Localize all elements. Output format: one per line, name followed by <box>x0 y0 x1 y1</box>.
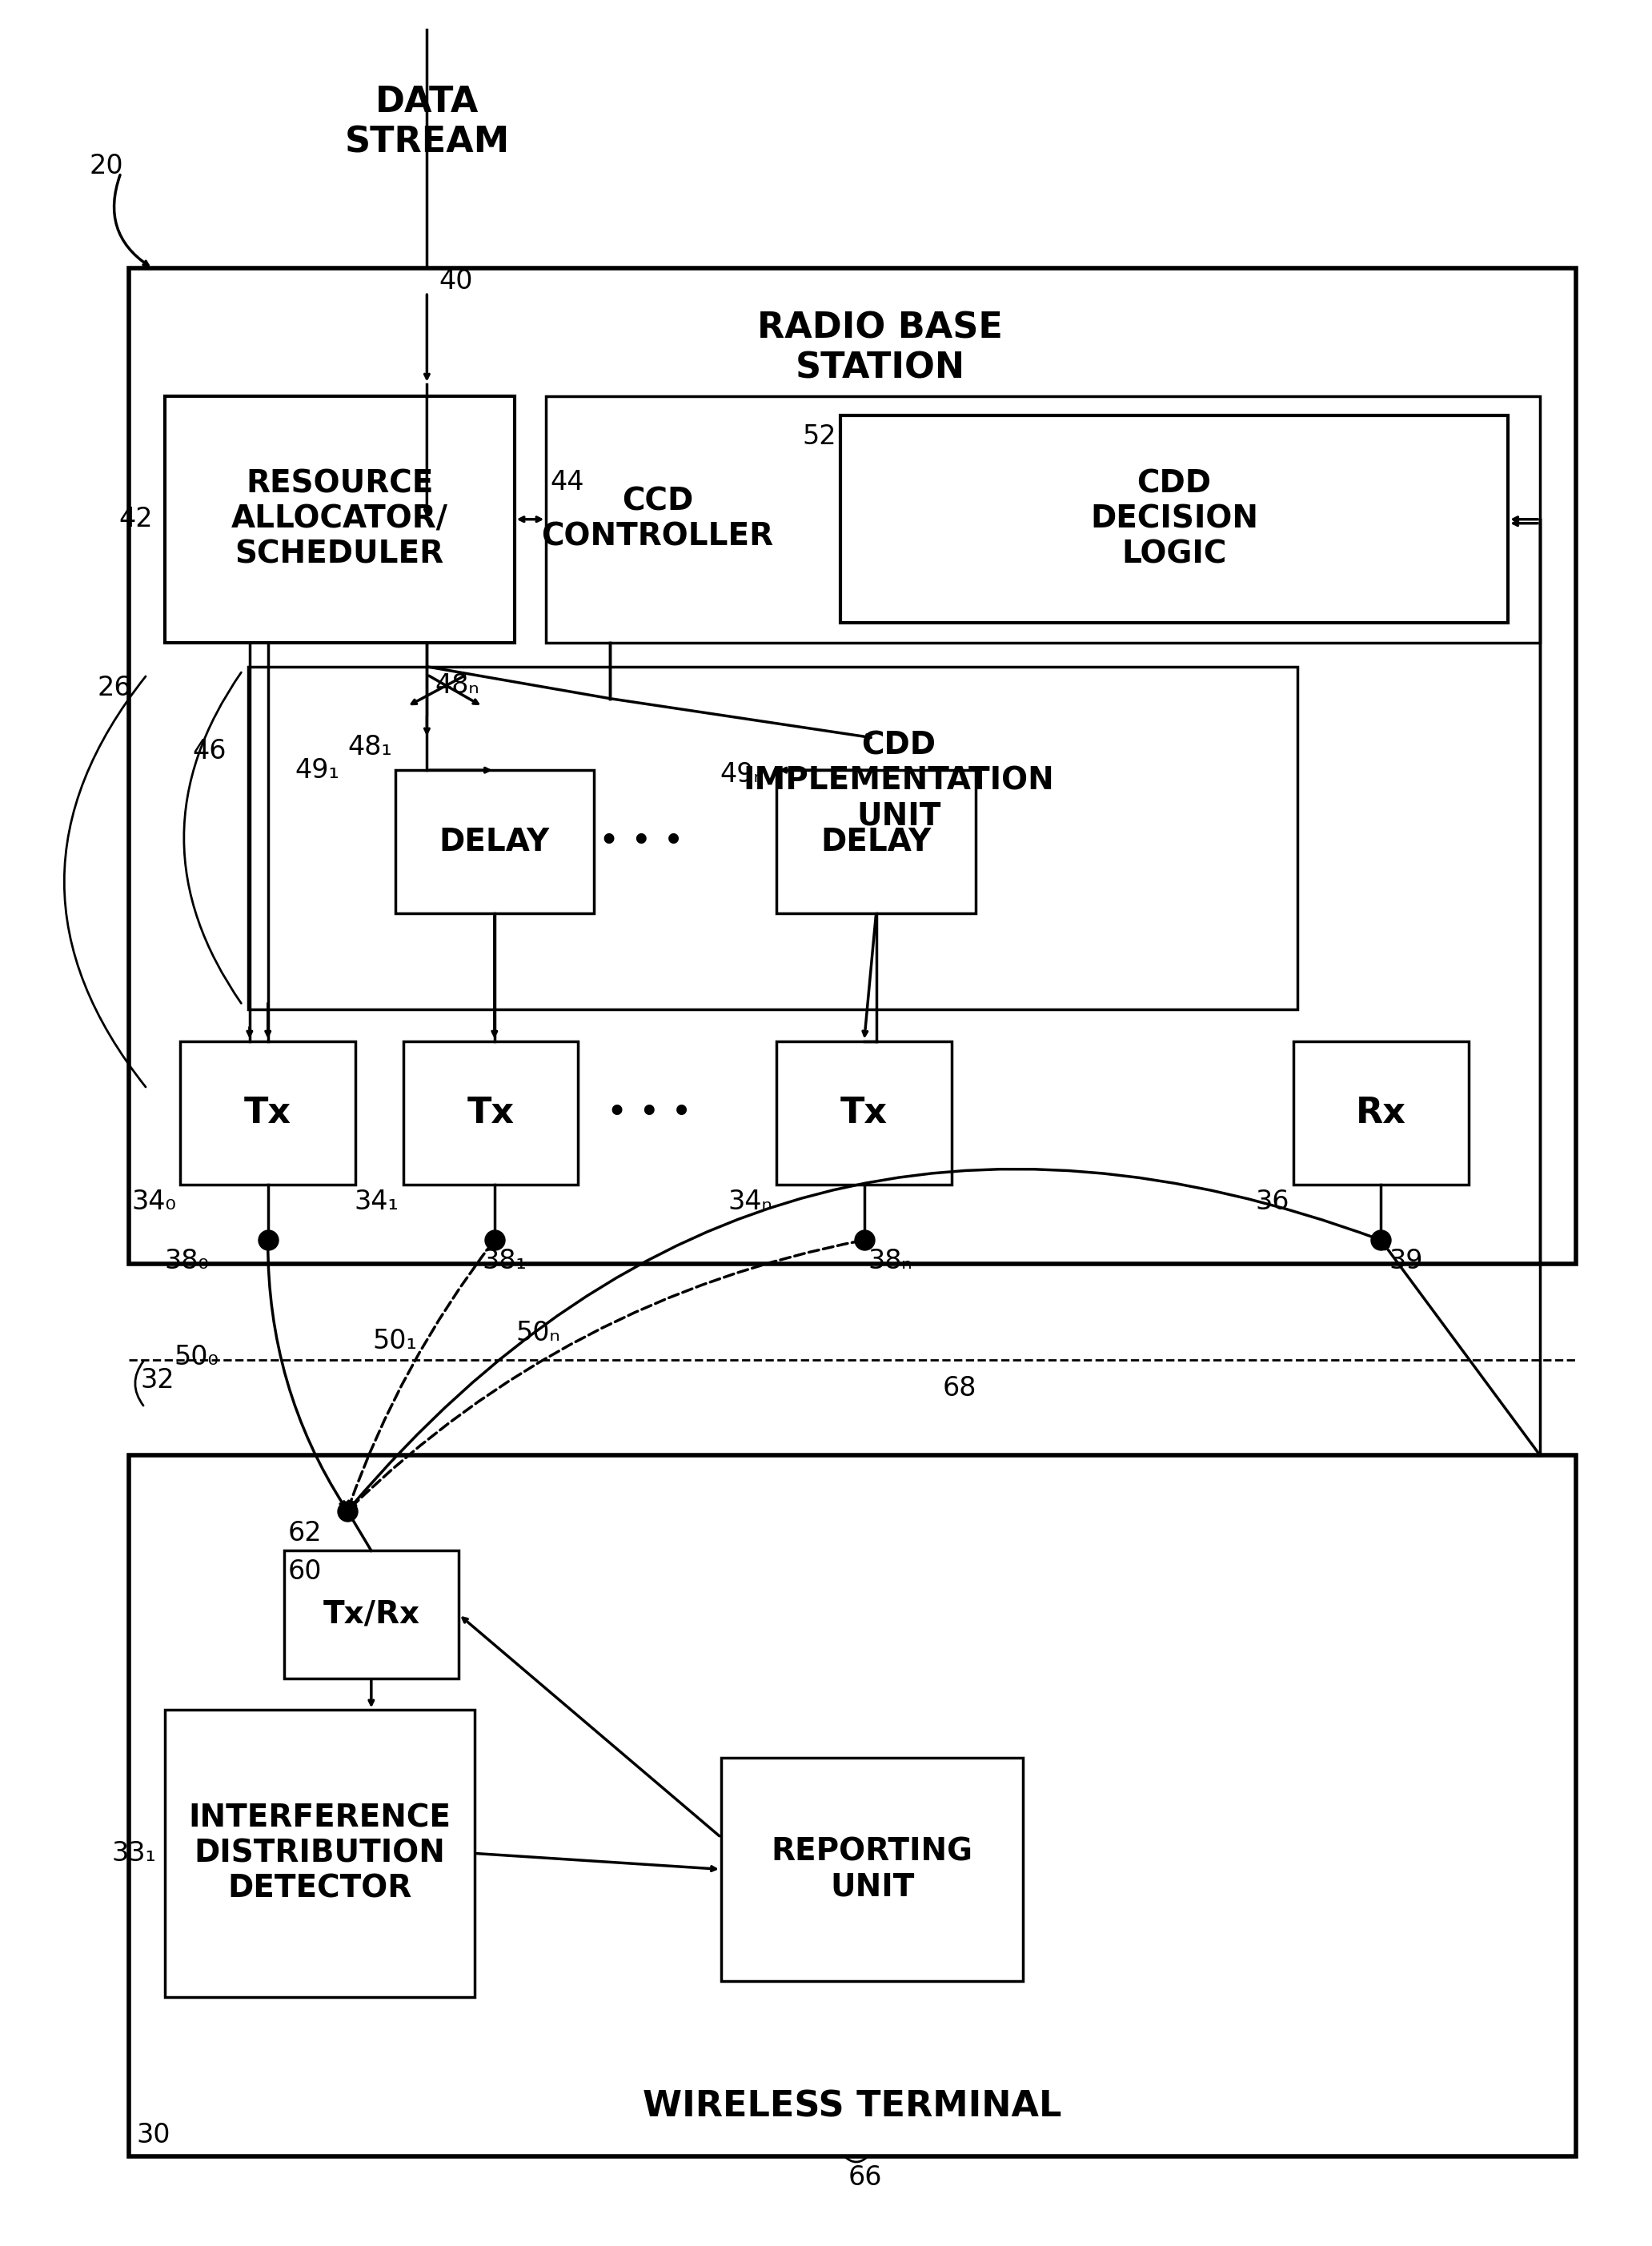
Text: CDD
IMPLEMENTATION
UNIT: CDD IMPLEMENTATION UNIT <box>743 730 1054 831</box>
Text: RADIO BASE
STATION: RADIO BASE STATION <box>757 310 1003 384</box>
Text: 20: 20 <box>89 153 124 180</box>
Text: 34ₙ: 34ₙ <box>729 1188 773 1215</box>
Text: 38₀: 38₀ <box>165 1249 210 1273</box>
Text: 34₀: 34₀ <box>132 1188 177 1215</box>
Text: 48₁: 48₁ <box>347 734 392 761</box>
Text: 66: 66 <box>847 2163 882 2190</box>
Text: 49₁: 49₁ <box>294 757 339 784</box>
Text: 39: 39 <box>1389 1249 1422 1273</box>
Text: 26: 26 <box>97 674 131 701</box>
Text: DELAY: DELAY <box>439 827 550 858</box>
Bar <box>776 770 975 914</box>
Text: CDD
DECISION
LOGIC: CDD DECISION LOGIC <box>1090 469 1259 570</box>
Text: Tx: Tx <box>468 1096 514 1130</box>
Text: 49ₙ: 49ₙ <box>720 761 765 788</box>
Text: DATA
STREAM: DATA STREAM <box>344 85 509 159</box>
Bar <box>403 1040 578 1184</box>
Bar <box>180 1040 355 1184</box>
Bar <box>165 395 514 642</box>
Text: 30: 30 <box>137 2122 170 2147</box>
Text: 50ₙ: 50ₙ <box>515 1321 560 1345</box>
Text: 44: 44 <box>550 469 585 496</box>
Text: Rx: Rx <box>1356 1096 1406 1130</box>
Text: 33₁: 33₁ <box>112 1839 157 1866</box>
Text: 42: 42 <box>119 505 152 532</box>
Text: CCD
CONTROLLER: CCD CONTROLLER <box>542 487 773 553</box>
Text: 36: 36 <box>1256 1188 1290 1215</box>
Text: • • •: • • • <box>600 824 684 858</box>
Text: 40: 40 <box>439 267 472 294</box>
Bar <box>841 416 1508 622</box>
Text: 34₁: 34₁ <box>355 1188 400 1215</box>
Bar <box>165 1709 474 1997</box>
Text: 62: 62 <box>287 1521 322 1547</box>
Text: 50₀: 50₀ <box>173 1343 218 1370</box>
Text: Tx/Rx: Tx/Rx <box>322 1599 420 1631</box>
Text: Tx: Tx <box>841 1096 887 1130</box>
Text: 50₁: 50₁ <box>373 1327 418 1354</box>
Text: 68: 68 <box>943 1375 976 1402</box>
Bar <box>129 267 1576 1264</box>
Bar <box>395 770 593 914</box>
Text: 38₁: 38₁ <box>482 1249 527 1273</box>
Text: 32: 32 <box>140 1368 175 1395</box>
Bar <box>129 1455 1576 2156</box>
Text: RESOURCE
ALLOCATOR/
SCHEDULER: RESOURCE ALLOCATOR/ SCHEDULER <box>231 469 448 570</box>
Text: • • •: • • • <box>606 1096 692 1130</box>
Text: 46: 46 <box>193 739 226 764</box>
Text: REPORTING
UNIT: REPORTING UNIT <box>771 1837 973 1902</box>
Bar <box>547 395 1540 642</box>
Text: 48ₙ: 48ₙ <box>434 672 479 699</box>
Text: 38ₙ: 38ₙ <box>869 1249 912 1273</box>
Bar <box>720 1759 1023 1981</box>
Text: WIRELESS TERMINAL: WIRELESS TERMINAL <box>643 2089 1062 2125</box>
Text: INTERFERENCE
DISTRIBUTION
DETECTOR: INTERFERENCE DISTRIBUTION DETECTOR <box>188 1804 451 1905</box>
Text: DELAY: DELAY <box>821 827 932 858</box>
Bar <box>776 1040 952 1184</box>
Text: 60: 60 <box>287 1559 322 1586</box>
Bar <box>1294 1040 1469 1184</box>
Text: Tx: Tx <box>244 1096 291 1130</box>
Text: 52: 52 <box>803 424 836 449</box>
Bar <box>248 667 1297 1008</box>
Bar <box>284 1550 459 1678</box>
